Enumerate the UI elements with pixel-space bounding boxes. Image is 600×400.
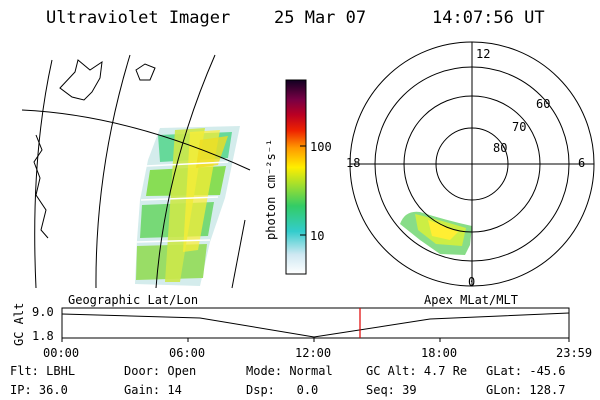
- meridian-line: [34, 59, 53, 289]
- altitude-curve: [61, 312, 570, 338]
- time-tick-2359: 23:59: [556, 346, 593, 360]
- coastline: [33, 134, 49, 239]
- mlat-label-80: 80: [493, 141, 508, 155]
- time-tick-1800: 18:00: [421, 346, 458, 360]
- island-outline: [135, 63, 156, 81]
- status-glat: GLat: -45.6: [486, 364, 566, 378]
- instrument-title: Ultraviolet Imager: [46, 8, 231, 28]
- altitude-axis-title: GC Alt: [12, 302, 26, 346]
- meridian-line: [155, 54, 216, 289]
- status-glon: GLon: 128.7: [486, 383, 566, 397]
- meridian-line: [231, 219, 246, 289]
- mlat-label-60: 60: [536, 97, 551, 111]
- mlt-label-12: 12: [476, 47, 491, 61]
- colorbar-unit-label: photon cm⁻²s⁻¹: [264, 138, 278, 240]
- status-mode: Mode: Normal: [246, 364, 333, 378]
- time-tick-1200: 12:00: [295, 346, 332, 360]
- mlt-label-6: 6: [578, 156, 586, 170]
- status-gain: Gain: 14: [124, 383, 182, 397]
- colorbar: [285, 79, 307, 275]
- status-flt: Flt: LBHL: [10, 364, 76, 378]
- mlat-label-70: 70: [512, 120, 527, 134]
- aurora-image-polar: [400, 211, 472, 255]
- aurora-image-geographic: [135, 126, 240, 286]
- status-gc-alt: GC Alt: 4.7 Re: [366, 364, 468, 378]
- geographic-panel-label: Geographic Lat/Lon: [68, 293, 199, 307]
- altitude-tick-low: 1.8: [32, 329, 54, 343]
- status-door: Door: Open: [124, 364, 197, 378]
- colorbar-tick-100: 100: [310, 140, 332, 154]
- time-tick-0600: 06:00: [169, 346, 206, 360]
- apex-panel-label: Apex MLat/MLT: [424, 293, 518, 307]
- mlt-label-18: 18: [346, 156, 361, 170]
- latitude-line: [21, 109, 251, 171]
- time-tick-0000: 00:00: [43, 346, 80, 360]
- coastline: [59, 59, 103, 101]
- altitude-tick-high: 9.0: [32, 305, 54, 319]
- time-label: 14:07:56 UT: [432, 8, 545, 28]
- status-ip: IP: 36.0: [10, 383, 68, 397]
- status-dsp: Dsp: 0.0: [246, 383, 319, 397]
- date-label: 25 Mar 07: [274, 8, 367, 28]
- mlt-label-0: 0: [468, 275, 476, 289]
- polar-plot: [349, 41, 595, 287]
- status-seq: Seq: 39: [366, 383, 417, 397]
- altitude-strip: [61, 307, 570, 342]
- geographic-map: [21, 54, 251, 289]
- colorbar-tick-10: 10: [310, 229, 325, 243]
- meridian-line: [95, 54, 131, 289]
